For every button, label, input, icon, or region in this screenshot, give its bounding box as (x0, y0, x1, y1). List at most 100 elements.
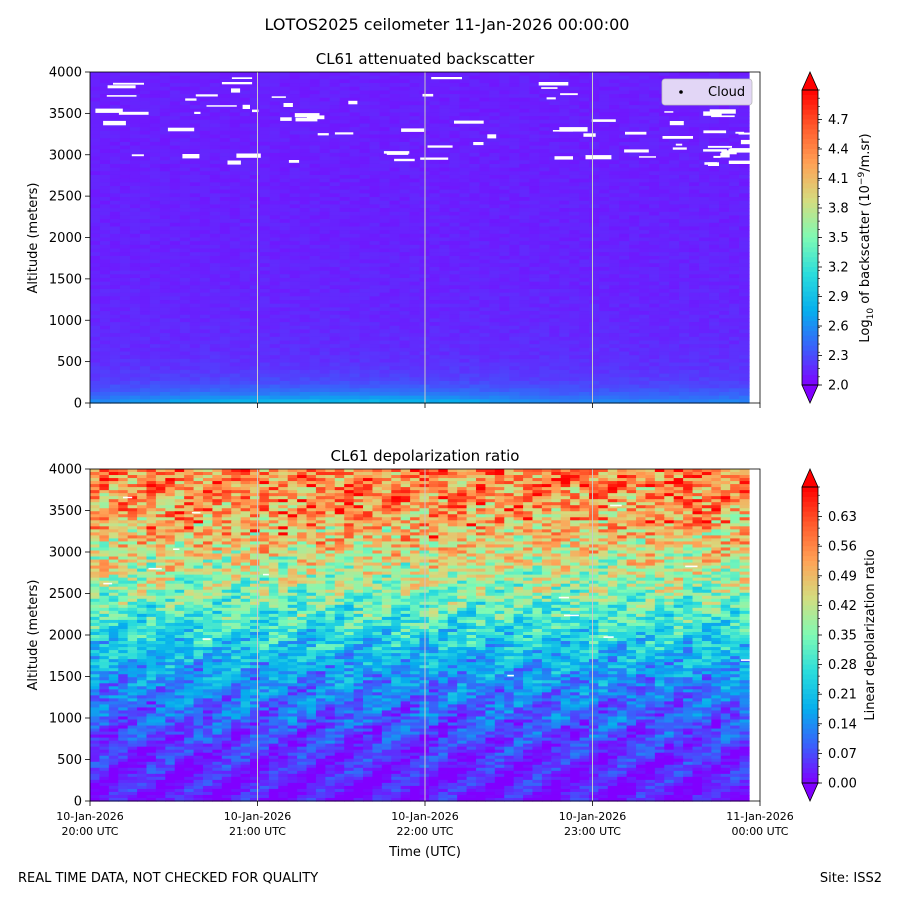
backscatter-cell (449, 241, 461, 246)
backscatter-cell (199, 277, 211, 283)
backscatter-cell (439, 333, 451, 338)
backscatter-cell (90, 101, 101, 106)
backscatter-cell (309, 174, 321, 180)
backscatter-cell (139, 226, 151, 231)
backscatter-cell (599, 230, 610, 235)
backscatter-cell (709, 167, 720, 172)
backscatter-cell (579, 160, 590, 165)
backscatter-cell (489, 116, 500, 121)
backscatter-cell (249, 347, 261, 353)
backscatter-cell (259, 105, 271, 110)
backscatter-cell (199, 119, 211, 125)
backscatter-cell (129, 303, 141, 308)
backscatter-cell (439, 105, 451, 110)
backscatter-cell (299, 208, 311, 213)
backscatter-cell (409, 189, 421, 194)
backscatter-cell (559, 222, 570, 228)
backscatter-cell (389, 160, 401, 165)
backscatter-cell (529, 101, 540, 106)
backscatter-cell (359, 303, 371, 308)
backscatter-cell (229, 285, 241, 290)
backscatter-cell (619, 119, 630, 125)
backscatter-cell (469, 344, 480, 349)
backscatter-cell (279, 189, 291, 194)
backscatter-cell (229, 344, 241, 349)
backscatter-cell (209, 274, 221, 279)
backscatter-cell (589, 160, 600, 165)
backscatter-cell (99, 241, 111, 246)
backscatter-cell (369, 219, 381, 224)
backscatter-cell (569, 182, 580, 187)
backscatter-cell (329, 208, 341, 213)
backscatter-cell (349, 347, 361, 353)
backscatter-cell (559, 200, 570, 205)
backscatter-cell (149, 189, 161, 194)
backscatter-cell (129, 325, 141, 331)
backscatter-cell (139, 116, 151, 121)
backscatter-cell (499, 86, 510, 91)
backscatter-cell (109, 141, 121, 147)
backscatter-cell (609, 336, 620, 342)
backscatter-cell (669, 281, 680, 286)
backscatter-cell (619, 300, 630, 305)
backscatter-cell (739, 167, 750, 172)
backscatter-cell (729, 116, 740, 121)
backscatter-cell (229, 347, 241, 353)
backscatter-cell (209, 344, 221, 349)
backscatter-cell (99, 274, 111, 279)
backscatter-cell (249, 72, 261, 77)
backscatter-cell (569, 197, 580, 202)
backscatter-cell (349, 186, 361, 191)
backscatter-cell (319, 244, 331, 250)
backscatter-cell (99, 174, 111, 180)
backscatter-cell (349, 160, 361, 165)
backscatter-cell (599, 211, 610, 217)
backscatter-cell (479, 263, 490, 268)
backscatter-cell (499, 156, 510, 161)
backscatter-cell (229, 141, 241, 147)
backscatter-cell (149, 94, 161, 99)
backscatter-cell (329, 347, 341, 353)
backscatter-cell (429, 204, 441, 209)
backscatter-cell (90, 274, 101, 279)
backscatter-cell (409, 303, 421, 308)
backscatter-cell (379, 296, 391, 301)
backscatter-cell (109, 193, 121, 198)
backscatter-cell (449, 329, 461, 334)
backscatter-cell (259, 193, 271, 198)
backscatter-cell (549, 182, 560, 187)
backscatter-cell (639, 123, 650, 128)
backscatter-cell (209, 130, 221, 136)
backscatter-cell (529, 333, 540, 338)
backscatter-cell (719, 322, 730, 327)
backscatter-cell (609, 318, 620, 323)
backscatter-cell (469, 322, 480, 327)
backscatter-cell (169, 200, 181, 205)
backscatter-cell (229, 303, 241, 308)
backscatter-cell (219, 292, 231, 297)
backscatter-cell (189, 311, 201, 316)
backscatter-cell (259, 237, 271, 242)
backscatter-cell (549, 116, 560, 121)
backscatter-cell (409, 314, 421, 320)
backscatter-cell (129, 222, 141, 228)
backscatter-cell (609, 237, 620, 242)
backscatter-cell (519, 263, 530, 268)
backscatter-cell (509, 160, 520, 165)
backscatter-cell (349, 189, 361, 194)
backscatter-cell (329, 127, 341, 132)
backscatter-cell (90, 149, 101, 154)
backscatter-cell (379, 266, 391, 272)
backscatter-cell (339, 311, 351, 316)
backscatter-cell (609, 322, 620, 327)
backscatter-cell (279, 86, 291, 91)
backscatter-cell (549, 197, 560, 202)
backscatter-cell (359, 105, 371, 110)
backscatter-cell (399, 152, 411, 158)
backscatter-cell (459, 79, 471, 84)
backscatter-cell (639, 344, 650, 349)
backscatter-cell (669, 255, 680, 261)
backscatter-cell (169, 311, 181, 316)
backscatter-cell (639, 281, 650, 286)
backscatter-cell (319, 149, 331, 154)
